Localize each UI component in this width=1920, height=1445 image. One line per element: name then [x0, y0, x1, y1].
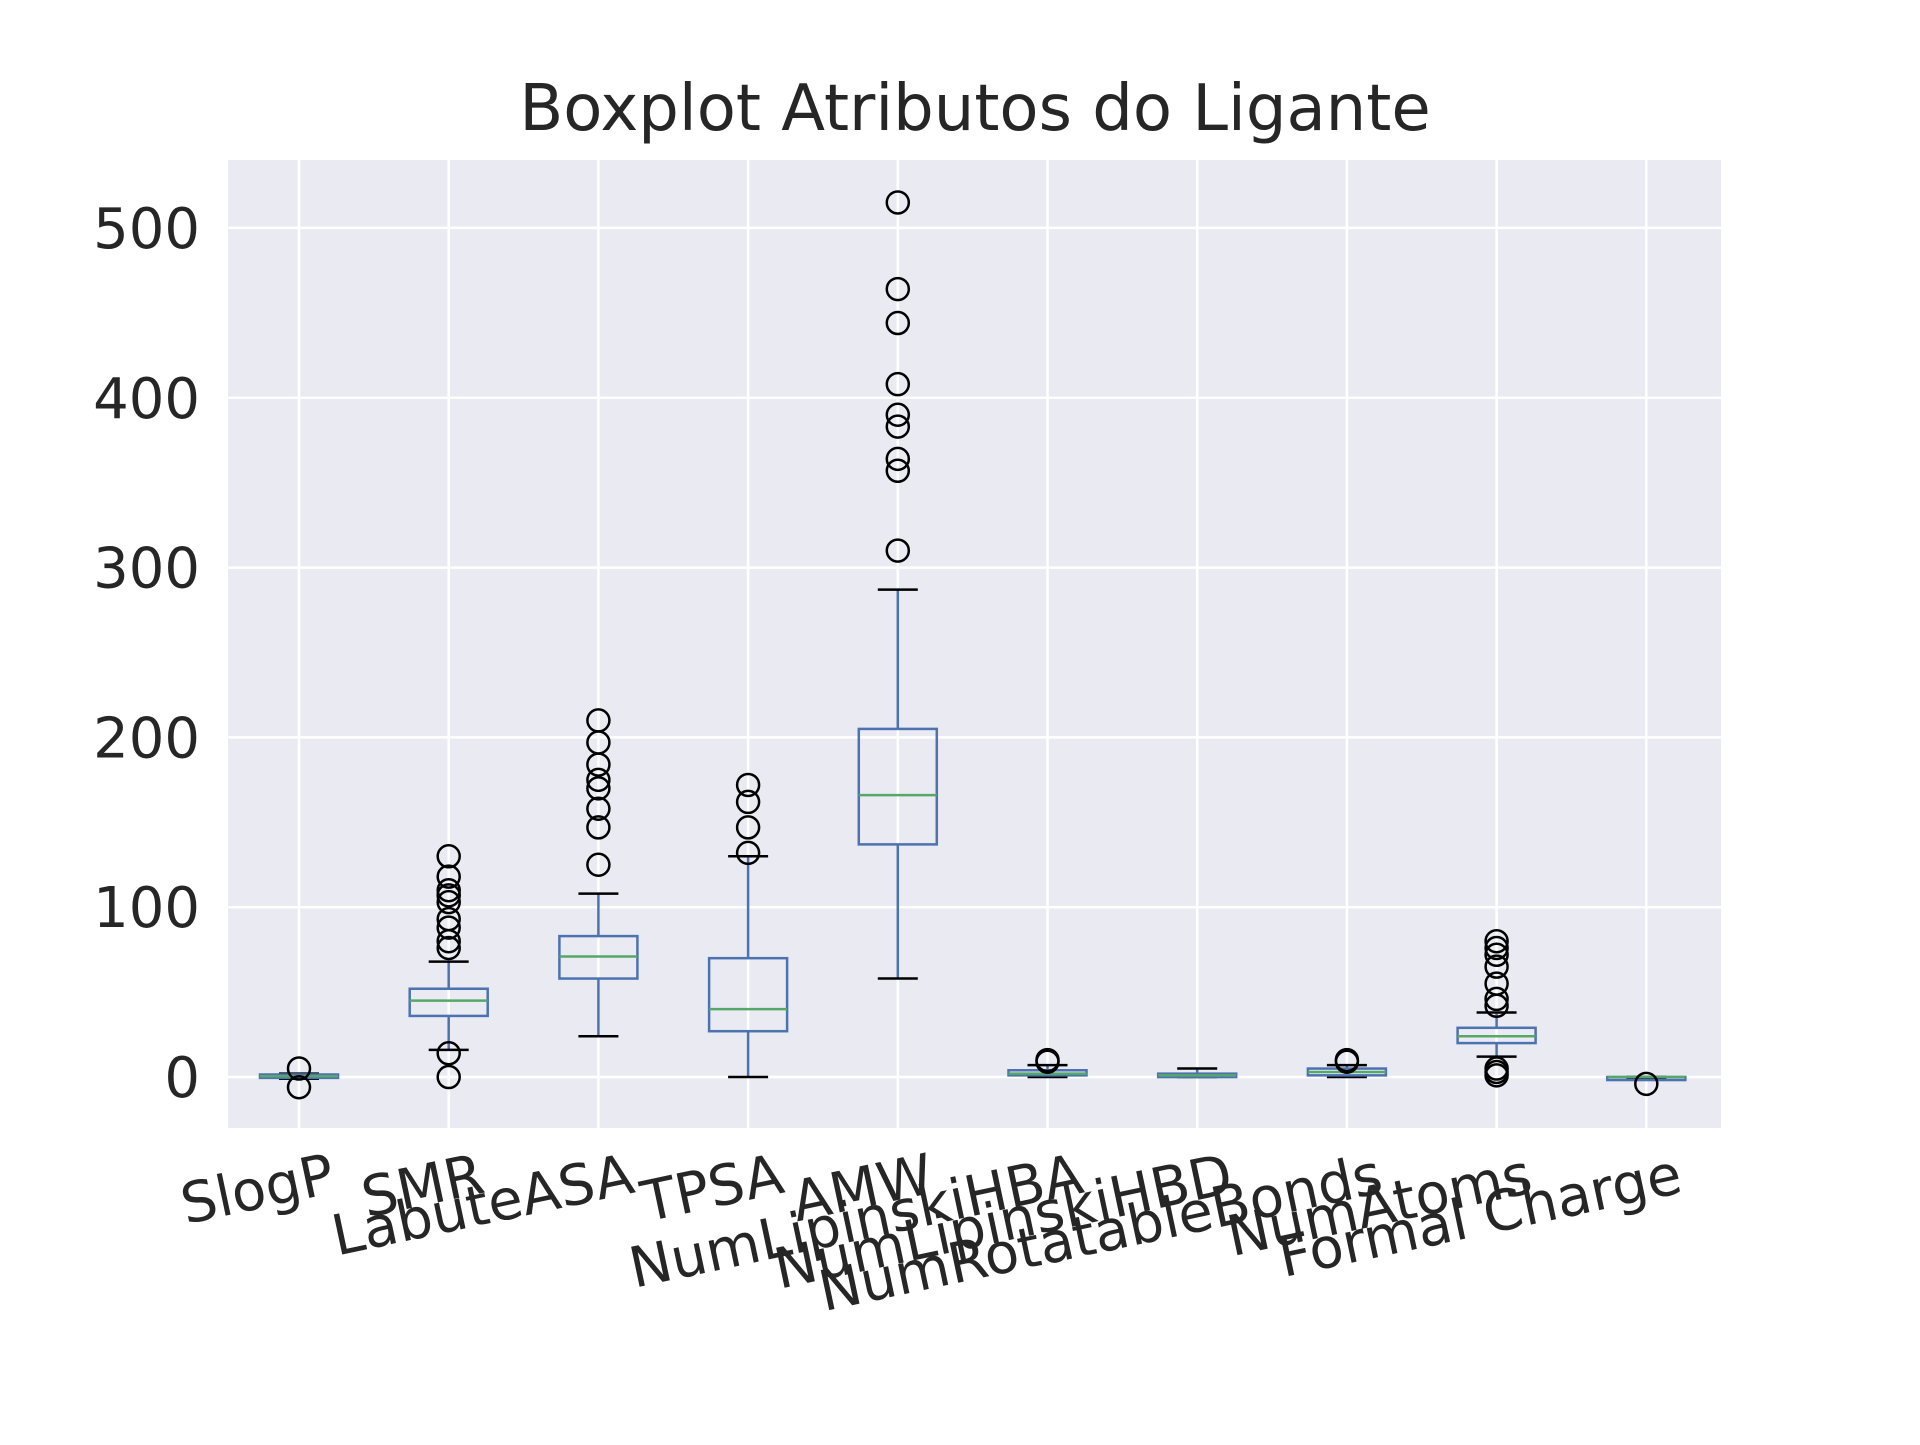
box-group [1306, 1047, 1388, 1079]
y-tick-label: 200 [93, 706, 200, 771]
outlier-point [735, 815, 761, 840]
outlier-point [586, 767, 611, 793]
outlier-point [1484, 942, 1509, 968]
outlier-point [1484, 1056, 1509, 1081]
outlier-point [436, 1041, 461, 1066]
box-group [1456, 928, 1537, 1088]
y-tick-label: 300 [93, 537, 200, 602]
outlier-point [586, 852, 611, 878]
box-group [408, 844, 489, 1090]
outlier-point [885, 538, 911, 563]
boxes [258, 190, 1687, 1100]
plot-area [228, 160, 1721, 1128]
outlier-point [1484, 928, 1509, 954]
outlier-point [735, 772, 761, 798]
outlier-point [885, 446, 911, 472]
outlier-point [885, 310, 911, 336]
outlier-point [436, 915, 461, 940]
box-group [707, 772, 789, 1079]
x-tick-labels: SlogP SMRLabuteASATPSAAMWNumLipinskiHBANu… [175, 1142, 1687, 1325]
outlier-point [1634, 1071, 1659, 1097]
outlier-point [586, 815, 611, 840]
outlier-point [1484, 954, 1509, 979]
y-tick-label: 100 [93, 876, 200, 941]
outlier-point [1484, 986, 1509, 1012]
y-tick-label: 500 [93, 197, 200, 262]
outlier-point [436, 906, 461, 932]
box-iqr [408, 987, 489, 1018]
outlier-point [735, 840, 761, 866]
x-tick-label: LabuteASA [326, 1142, 639, 1269]
outlier-point [436, 889, 461, 915]
outlier-point [885, 276, 911, 302]
box-iqr [857, 727, 939, 846]
box-group [1007, 1047, 1088, 1079]
outlier-point [436, 844, 461, 869]
outlier-point [436, 864, 461, 889]
outlier-point [586, 708, 611, 733]
outlier-point [1334, 1047, 1360, 1073]
outlier-point [885, 402, 911, 427]
box-group [1156, 1067, 1238, 1079]
outlier-point [436, 1064, 461, 1090]
box-group [558, 708, 639, 1038]
y-tick-label: 0 [164, 1046, 200, 1111]
outlier-point [1035, 1047, 1060, 1073]
box-group [1606, 1071, 1687, 1097]
outlier-point [1484, 971, 1509, 996]
outlier-point [885, 458, 911, 484]
outlier-point [436, 935, 461, 961]
y-tick-label: 400 [93, 367, 200, 432]
outlier-point [286, 1056, 312, 1081]
box-iqr [707, 956, 789, 1033]
outlier-point [1484, 935, 1509, 961]
y-tick-labels: 0 100 200 300 400 500 [93, 197, 200, 1111]
outlier-point [885, 190, 911, 215]
outlier-point [586, 796, 611, 821]
outlier-point [735, 789, 761, 815]
chart-title: Boxplot Atributos do Ligante [519, 72, 1430, 146]
outlier-point [286, 1074, 312, 1100]
x-tick-label: SlogP [175, 1142, 340, 1238]
box-group [857, 190, 939, 980]
outlier-point [885, 414, 911, 439]
outlier-point [885, 371, 911, 397]
outlier-point [436, 877, 461, 903]
outlier-point [586, 776, 611, 801]
box-group [258, 1056, 340, 1100]
